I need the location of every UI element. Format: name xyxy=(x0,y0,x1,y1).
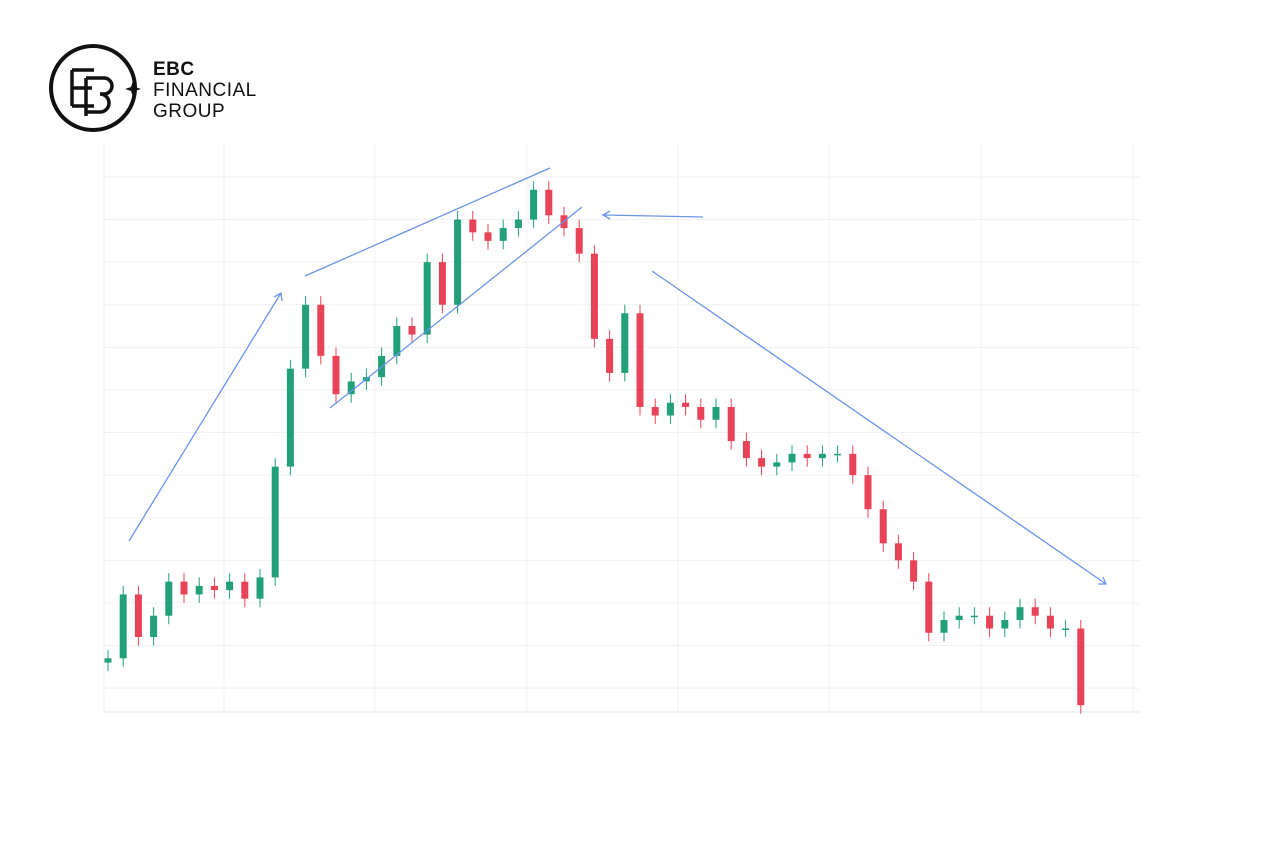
vertical-grid xyxy=(103,145,1134,712)
candle-body xyxy=(438,262,446,305)
candle-body xyxy=(636,313,644,407)
candle-body xyxy=(1031,607,1039,616)
candle-body xyxy=(530,189,538,220)
candle-body xyxy=(241,581,249,599)
candle-body xyxy=(758,458,766,467)
candle-body xyxy=(469,219,477,233)
candle-body xyxy=(499,228,507,241)
pointer-arrow xyxy=(602,214,704,218)
candle-body xyxy=(423,262,431,335)
candle-body xyxy=(849,453,857,476)
logo-ring xyxy=(49,44,137,132)
logo-star xyxy=(125,81,141,97)
logo-mark xyxy=(70,68,114,116)
candle-body xyxy=(393,326,401,356)
candle-body xyxy=(712,406,720,420)
candle-body xyxy=(742,441,750,459)
candle-body xyxy=(134,594,142,638)
candle-body xyxy=(302,304,310,369)
candle-body xyxy=(879,509,887,544)
candle-body xyxy=(955,615,963,620)
candle-body xyxy=(150,615,158,638)
candle-body xyxy=(925,581,933,633)
candle-body xyxy=(986,615,994,629)
candle-body xyxy=(803,453,811,459)
trend-arrow xyxy=(651,270,1107,585)
candle-body xyxy=(894,543,902,561)
candle-body xyxy=(834,453,842,456)
candle-body xyxy=(347,381,355,395)
candle-body xyxy=(910,560,918,582)
candle-body xyxy=(180,581,188,595)
candle-body xyxy=(286,368,294,467)
candle-body xyxy=(621,313,629,373)
trend-arrow xyxy=(128,292,282,542)
candle-body xyxy=(484,232,492,241)
logo: EBC FINANCIAL GROUP xyxy=(49,44,257,132)
candle-body xyxy=(727,406,735,442)
candle-body xyxy=(788,453,796,463)
annotations xyxy=(128,167,1107,585)
candle-body xyxy=(514,219,522,229)
candle-body xyxy=(226,581,234,591)
candle-body xyxy=(1016,607,1024,620)
candle-body xyxy=(864,475,872,510)
candle-body xyxy=(940,619,948,633)
candle-body xyxy=(1077,628,1085,706)
candle-body xyxy=(210,585,218,591)
logo-line: FINANCIAL xyxy=(153,80,257,101)
candle-body xyxy=(332,355,340,395)
candle-body xyxy=(119,594,127,659)
arrow-head xyxy=(601,210,611,220)
candle-body xyxy=(195,585,203,595)
wedge-line xyxy=(304,167,551,277)
candle-body xyxy=(256,577,264,599)
candle-body xyxy=(590,253,598,339)
candle-body xyxy=(271,466,279,578)
candle-body xyxy=(1046,615,1054,629)
candle-body xyxy=(317,304,325,356)
candle-body xyxy=(575,228,583,254)
candle-body xyxy=(408,326,416,335)
arrow-head xyxy=(273,291,283,302)
candle-body xyxy=(1062,628,1070,631)
plot xyxy=(104,176,1140,714)
candle-body xyxy=(165,581,173,616)
candle-body xyxy=(818,453,826,459)
candle-body xyxy=(697,406,705,420)
candle-body xyxy=(651,406,659,416)
logo-line: GROUP xyxy=(153,101,225,122)
wedge-line xyxy=(329,206,583,409)
candle-body xyxy=(104,658,112,663)
candle-body xyxy=(606,338,614,373)
candle-body xyxy=(1001,619,1009,629)
logo-name: EBC xyxy=(153,59,195,80)
candle-body xyxy=(454,219,462,305)
arrow-head xyxy=(1098,576,1107,585)
candle-body xyxy=(682,402,690,407)
candle-body xyxy=(666,402,674,416)
candle-body xyxy=(773,462,781,467)
candle-body xyxy=(970,615,978,618)
candle-body xyxy=(545,189,553,216)
